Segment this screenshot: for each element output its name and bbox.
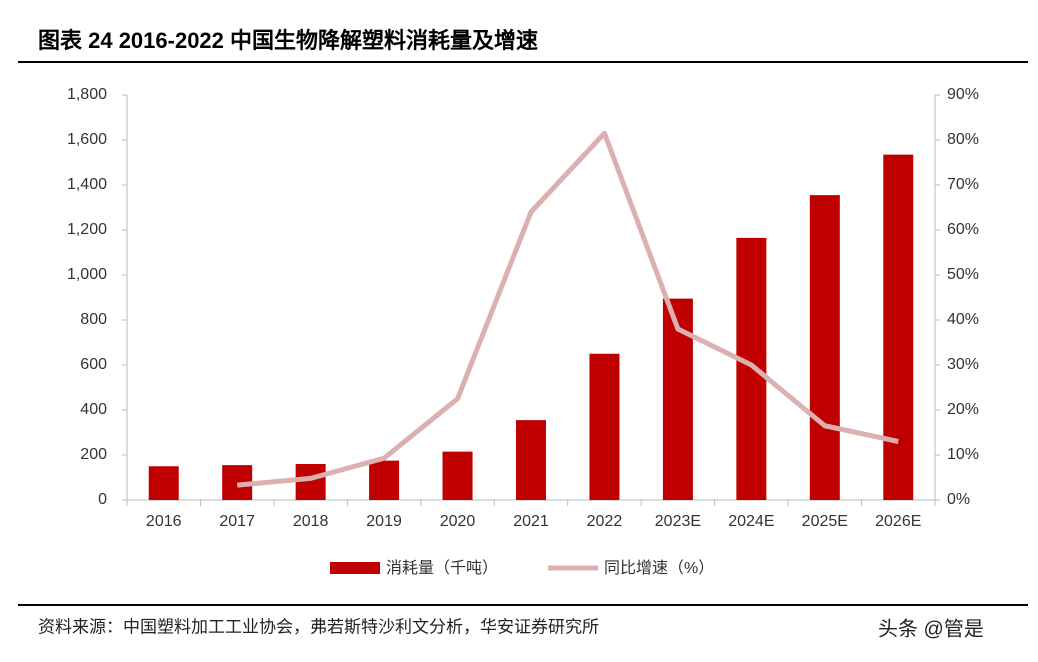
chart-title: 图表 24 2016-2022 中国生物降解塑料消耗量及增速	[38, 28, 538, 53]
bar	[148, 466, 179, 500]
line	[236, 130, 899, 488]
y-tick-label: 0	[98, 491, 107, 508]
y-tick-label: 1,600	[67, 131, 107, 148]
y-tick-label: 400	[80, 401, 107, 418]
legend-label: 消耗量（千吨）	[386, 559, 498, 577]
y2-tick-label: 10%	[947, 446, 979, 463]
source: 资料来源：中国塑料加工工业协会，弗若斯特沙利文分析，华安证券研究所	[38, 617, 599, 636]
x-tick-label: 2022	[587, 513, 623, 530]
x-tick-label: 2019	[366, 513, 402, 530]
x-tick-label: 2018	[293, 513, 329, 530]
y2-tick-label: 70%	[947, 176, 979, 193]
y2-tick-label: 60%	[947, 221, 979, 238]
bar	[516, 420, 546, 500]
bar	[736, 237, 767, 500]
y2-tick-label: 20%	[947, 401, 979, 418]
legend-label: 同比增速（%）	[604, 559, 714, 577]
x-tick-label: 2020	[440, 513, 476, 530]
y-tick-label: 1,400	[67, 176, 107, 193]
bar	[295, 464, 326, 500]
y2-tick-label: 90%	[947, 86, 979, 103]
x-tick-label: 2025E	[802, 513, 848, 530]
y-tick-label: 200	[80, 446, 107, 463]
legend-swatch	[330, 562, 380, 574]
y-tick-label: 1,200	[67, 221, 107, 238]
x-tick-label: 2023E	[655, 513, 701, 530]
bar	[809, 195, 840, 500]
y-tick-label: 600	[80, 356, 107, 373]
x-tick-label: 2024E	[728, 513, 774, 530]
watermark: 头条 @管是	[878, 617, 984, 640]
x-tick-label: 2017	[219, 513, 255, 530]
y-tick-label: 1,800	[67, 86, 107, 103]
bar	[883, 154, 914, 500]
x-tick-label: 2021	[513, 513, 549, 530]
y2-tick-label: 30%	[947, 356, 979, 373]
y2-tick-label: 50%	[947, 266, 979, 283]
bar	[442, 451, 473, 500]
x-tick-label: 2016	[146, 513, 182, 530]
y2-tick-label: 80%	[947, 131, 979, 148]
bar	[369, 460, 400, 500]
x-tick-label: 2026E	[875, 513, 921, 530]
y2-tick-label: 0%	[947, 491, 970, 508]
y-tick-label: 1,000	[67, 266, 107, 283]
y2-tick-label: 40%	[947, 311, 979, 328]
y-tick-label: 800	[80, 311, 107, 328]
bar	[589, 353, 620, 500]
